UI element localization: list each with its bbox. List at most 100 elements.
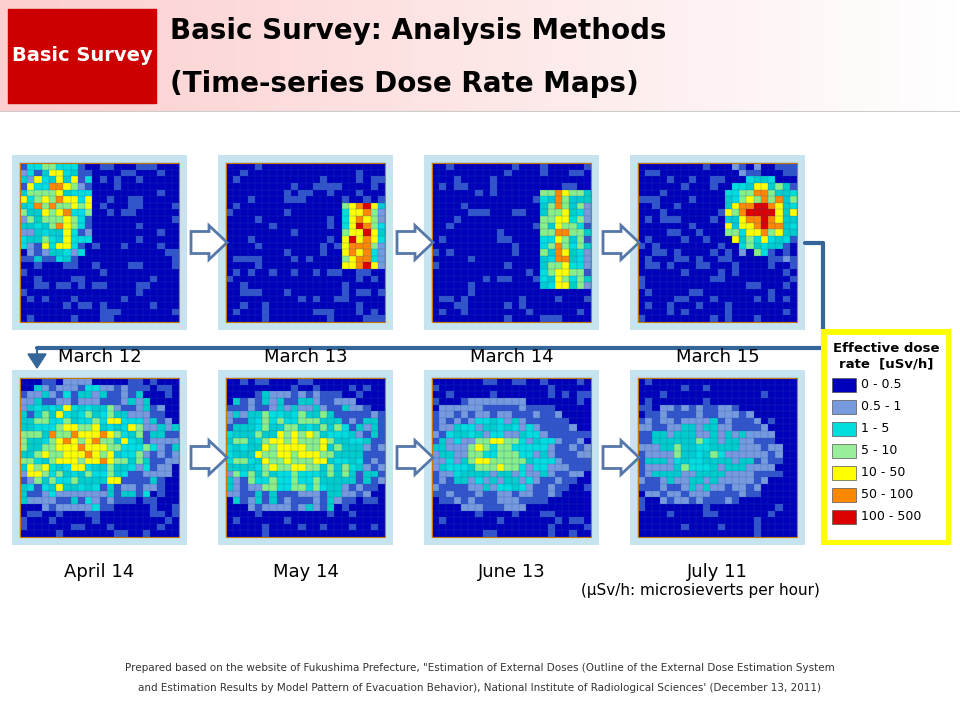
Bar [717, 517, 725, 523]
Bar [747, 169, 755, 176]
Bar [468, 189, 476, 196]
Bar [563, 302, 570, 309]
Bar [555, 384, 563, 391]
Bar [226, 302, 233, 309]
Bar [85, 377, 93, 384]
Bar [645, 235, 653, 243]
Bar [782, 262, 790, 269]
Bar [371, 404, 378, 411]
Bar [121, 209, 129, 216]
Bar [363, 308, 372, 315]
Bar [20, 431, 28, 438]
Bar [71, 431, 79, 438]
Bar [78, 275, 85, 282]
Bar [41, 295, 49, 302]
Bar [248, 431, 255, 438]
Bar [682, 182, 689, 189]
Bar [356, 418, 364, 424]
Bar [143, 163, 151, 170]
Bar [327, 202, 335, 210]
Bar [518, 384, 526, 391]
Bar [638, 196, 646, 203]
Bar [540, 437, 548, 444]
Bar [747, 189, 755, 196]
Bar [475, 377, 483, 384]
Bar [299, 169, 306, 176]
Bar [172, 302, 180, 309]
Bar [164, 410, 172, 418]
Bar [660, 215, 667, 222]
Bar [313, 457, 321, 464]
Bar [563, 256, 570, 262]
Bar [533, 315, 540, 322]
Bar [150, 295, 157, 302]
Bar [255, 169, 263, 176]
Bar [747, 523, 755, 531]
Bar [739, 182, 747, 189]
Bar [645, 477, 653, 484]
Bar [226, 282, 233, 289]
Bar [518, 418, 526, 424]
Bar [56, 377, 64, 384]
Bar [732, 384, 740, 391]
Bar [653, 397, 660, 405]
Bar [378, 248, 386, 256]
Bar [284, 431, 292, 438]
Bar [313, 235, 321, 243]
Bar [667, 404, 675, 411]
Bar [725, 384, 732, 391]
Bar [348, 169, 356, 176]
Bar [305, 470, 313, 477]
Bar [121, 248, 129, 256]
Bar [334, 523, 342, 531]
Bar [49, 418, 57, 424]
Bar [782, 397, 790, 405]
Bar [342, 384, 349, 391]
Bar [378, 418, 386, 424]
Bar [790, 410, 798, 418]
Bar [475, 242, 483, 249]
Bar [114, 437, 122, 444]
Bar [717, 222, 725, 229]
Bar [653, 308, 660, 315]
Bar [305, 315, 313, 322]
Bar [461, 497, 468, 504]
Bar [440, 410, 447, 418]
Bar [674, 444, 682, 451]
Bar [320, 256, 327, 262]
Bar [284, 222, 292, 229]
Bar [100, 484, 108, 490]
Bar [563, 418, 570, 424]
Bar [688, 282, 696, 289]
Bar [682, 497, 689, 504]
Bar [512, 470, 519, 477]
Bar [638, 444, 646, 451]
Bar [667, 377, 675, 384]
Bar [63, 308, 71, 315]
Bar [490, 384, 497, 391]
Bar [674, 229, 682, 236]
Bar [739, 470, 747, 477]
Bar [682, 404, 689, 411]
Bar [270, 490, 277, 498]
Bar [107, 182, 114, 189]
Bar [284, 256, 292, 262]
Bar [305, 196, 313, 203]
Bar [660, 176, 667, 183]
Bar [518, 169, 526, 176]
Bar [356, 229, 364, 236]
Bar [790, 189, 798, 196]
Bar [348, 490, 356, 498]
Bar [761, 510, 769, 517]
Bar [674, 431, 682, 438]
Bar [92, 163, 100, 170]
Bar [255, 248, 263, 256]
Bar [172, 209, 180, 216]
Bar [248, 523, 255, 531]
Bar [85, 176, 93, 183]
Bar [284, 503, 292, 510]
Bar [440, 315, 447, 322]
Bar [710, 248, 718, 256]
Bar [732, 248, 740, 256]
Bar [157, 176, 165, 183]
